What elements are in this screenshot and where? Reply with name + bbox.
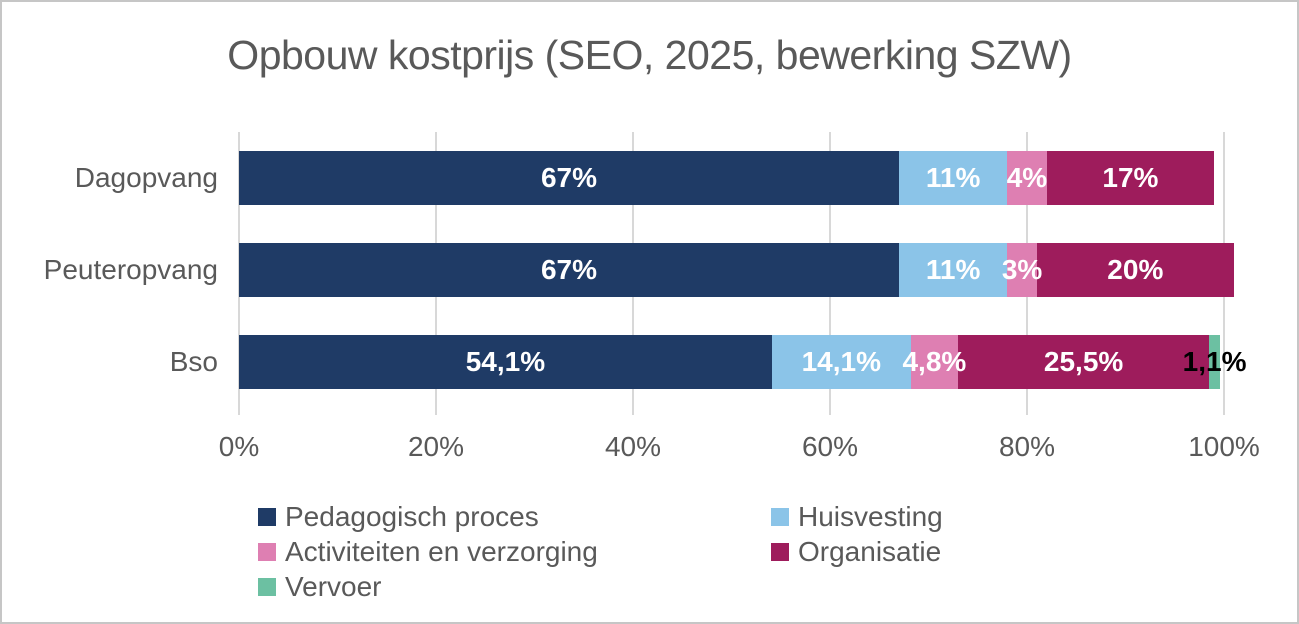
x-tick-label: 20% — [407, 431, 465, 462]
data-label: 11% — [925, 162, 981, 193]
x-tick-label: 80% — [998, 431, 1056, 462]
legend-item: Activiteiten en verzorging — [258, 536, 771, 568]
legend-label: Pedagogisch proces — [285, 500, 539, 532]
bar-segment: 67% — [239, 151, 899, 205]
x-tick-label: 0% — [218, 431, 260, 462]
plot-area: 67% 11% 4% 17% 67% 11% 3% 20% 54,1% 14,1% 4,8% 25,5… — [238, 132, 1247, 415]
category-label: Dagopvang — [74, 162, 218, 193]
bar-row: 67% 11% 4% 17% — [239, 132, 1224, 224]
bar-segment: 3% — [1002, 243, 1042, 297]
legend-label: Huisvesting — [798, 500, 943, 532]
bar-segment: 11% — [898, 243, 1008, 297]
bar-segment: 67% — [239, 243, 899, 297]
legend-swatch — [771, 507, 789, 526]
legend-item: Huisvesting — [771, 501, 943, 533]
bar-segment: 11% — [898, 151, 1008, 205]
bar-segment: 4,8% — [902, 335, 966, 389]
data-label: 14,1% — [801, 346, 882, 377]
legend-label: Organisatie — [798, 535, 942, 567]
legend-label: Activiteiten en verzorging — [285, 535, 598, 567]
legend-label: Vervoer — [285, 570, 382, 602]
data-label: 54,1% — [465, 346, 546, 377]
data-label: 17% — [1102, 162, 1159, 193]
data-label: 67% — [540, 162, 597, 193]
data-label: 1,1% — [1182, 346, 1247, 377]
legend-swatch — [771, 542, 789, 561]
legend-swatch — [258, 577, 276, 596]
data-label: 25,5% — [1043, 346, 1124, 377]
bar-segment: 1,1% — [1183, 335, 1247, 389]
bar-rows: 67% 11% 4% 17% 67% 11% 3% 20% 54,1% 14,1% 4,8% 25,5… — [239, 132, 1247, 408]
x-tick-label: 40% — [604, 431, 662, 462]
bar-segment: 25,5% — [958, 335, 1210, 389]
legend-swatch — [258, 507, 276, 526]
bar-segment: 4% — [1006, 151, 1048, 205]
chart-title: Opbouw kostprijs (SEO, 2025, bewerking S… — [227, 32, 1072, 78]
bar-segment: 20% — [1036, 243, 1234, 297]
legend-swatch — [258, 542, 276, 561]
bar-segment: 14,1% — [771, 335, 911, 389]
data-label: 3% — [1001, 254, 1043, 285]
x-tick-label: 100% — [1188, 431, 1260, 462]
bar-row: 67% 11% 3% 20% — [239, 224, 1234, 316]
x-tick-label: 60% — [801, 431, 859, 462]
legend-item: Organisatie — [771, 536, 943, 568]
legend-item: Vervoer — [258, 571, 771, 603]
data-label: 4,8% — [902, 346, 967, 377]
bar-row: 54,1% 14,1% 4,8% 25,5% 1,1% — [239, 316, 1247, 408]
bar-segment: 17% — [1046, 151, 1215, 205]
x-axis: 0% 20% 40% 60% 80% 100% — [2, 431, 1297, 471]
data-label: 11% — [925, 254, 981, 285]
data-label: 67% — [540, 254, 597, 285]
category-label: Peuteropvang — [43, 254, 218, 285]
data-label: 4% — [1006, 162, 1048, 193]
legend-item: Pedagogisch proces — [258, 501, 771, 533]
data-label: 20% — [1107, 254, 1164, 285]
bar-segment: 54,1% — [239, 335, 772, 389]
category-axis: Dagopvang Peuteropvang Bso — [2, 132, 218, 408]
legend: Pedagogisch proces Huisvesting Activiteite… — [258, 499, 943, 604]
category-label: Bso — [169, 346, 218, 377]
